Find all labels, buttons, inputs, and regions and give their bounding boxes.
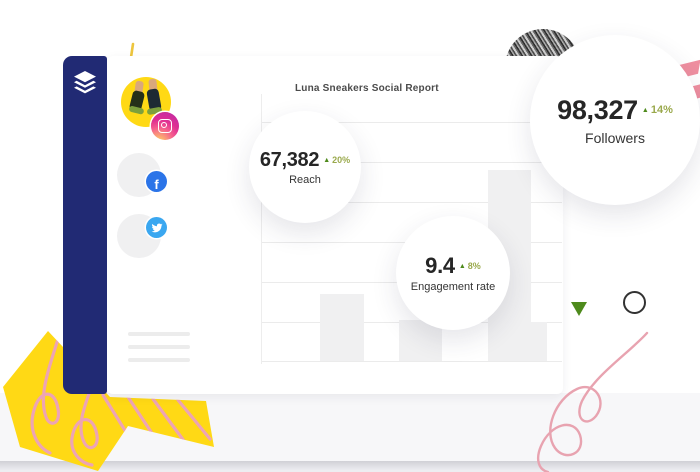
yellow-ribbon-shape bbox=[3, 331, 214, 471]
reach-value: 67,382 bbox=[259, 148, 320, 171]
followers-label: Followers bbox=[585, 129, 645, 146]
engagement-value: 9.4 bbox=[425, 253, 455, 278]
panel-divider bbox=[261, 94, 262, 364]
report-title: Luna Sneakers Social Report bbox=[295, 83, 439, 94]
background-bottom-strip bbox=[0, 461, 700, 472]
instagram-camera-icon bbox=[158, 119, 172, 133]
pink-squiggle-decoration bbox=[537, 331, 649, 472]
followers-stat-bubble: 98,327 ▲ 14% Followers bbox=[530, 35, 700, 205]
reach-delta: ▲ 20% bbox=[323, 155, 351, 165]
instagram-profile-avatar[interactable] bbox=[121, 77, 171, 127]
facebook-f-icon: f bbox=[154, 177, 159, 192]
twitter-bird-icon bbox=[151, 223, 162, 232]
report-card bbox=[107, 56, 563, 394]
followers-value: 98,327 bbox=[557, 94, 638, 125]
engagement-stat-bubble: 9.4 ▲ 8% Engagement rate bbox=[396, 216, 510, 330]
engagement-delta: ▲ 8% bbox=[458, 261, 481, 271]
app-sidebar bbox=[63, 56, 107, 394]
followers-delta: ▲ 14% bbox=[641, 104, 673, 116]
reach-label: Reach bbox=[289, 173, 321, 186]
up-triangle-icon: ▲ bbox=[323, 156, 331, 164]
buffer-logo-icon[interactable] bbox=[74, 71, 96, 97]
up-triangle-icon: ▲ bbox=[458, 262, 466, 270]
circle-outline-decoration bbox=[623, 291, 646, 314]
instagram-badge[interactable] bbox=[151, 112, 179, 140]
skeleton-line bbox=[128, 358, 190, 362]
up-triangle-icon: ▲ bbox=[641, 106, 649, 114]
skeleton-line bbox=[128, 345, 190, 349]
reach-stat-bubble: 67,382 ▲ 20% Reach bbox=[249, 111, 361, 223]
sneakers-photo bbox=[129, 78, 162, 115]
facebook-badge[interactable]: f bbox=[146, 171, 167, 192]
engagement-label: Engagement rate bbox=[410, 281, 496, 293]
green-triangle-decoration bbox=[571, 302, 587, 316]
skeleton-line bbox=[128, 332, 190, 336]
twitter-badge[interactable] bbox=[146, 217, 167, 238]
